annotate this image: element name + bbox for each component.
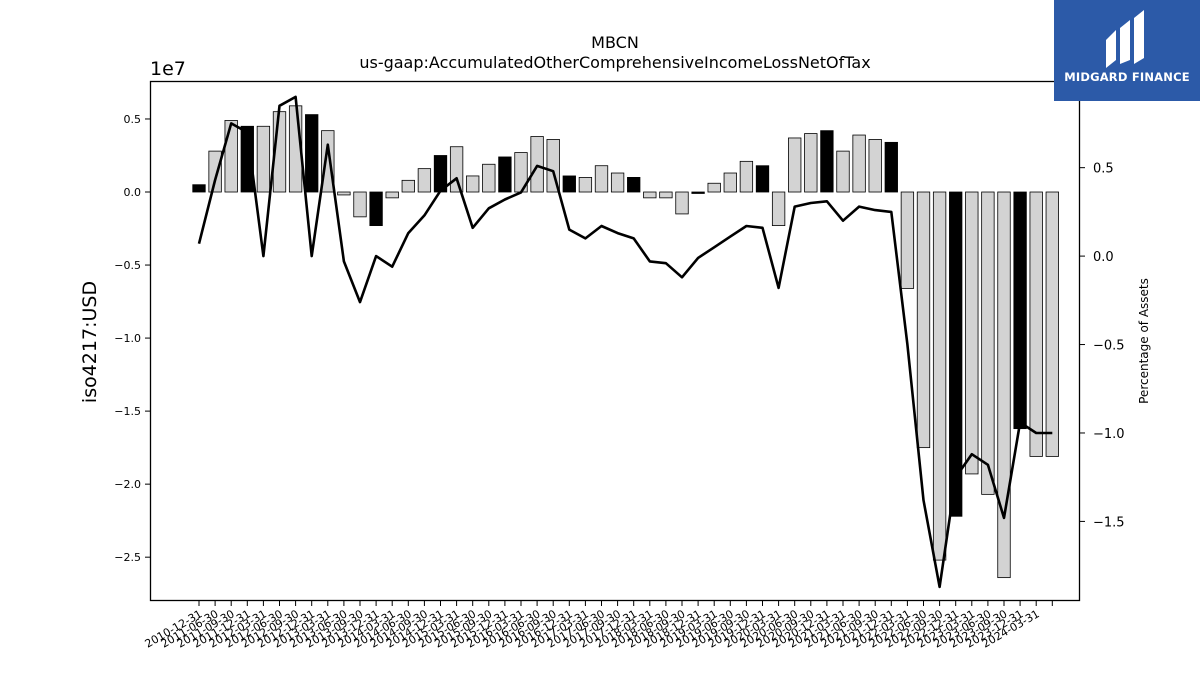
- bar: [578, 177, 593, 193]
- bar: [627, 177, 641, 193]
- bar: [739, 160, 754, 193]
- bar: [337, 191, 351, 196]
- y2-axis: 0.5 0.0 −0.5 −1.0 −1.5: [1080, 162, 1125, 530]
- bar: [208, 150, 222, 193]
- y2-tick-label: −1.0: [1093, 427, 1125, 442]
- watermark-logo: MIDGARD FINANCE: [1054, 0, 1200, 101]
- bar: [868, 139, 882, 193]
- bar: [449, 146, 464, 193]
- bar: [482, 163, 496, 193]
- bar: [932, 191, 947, 561]
- bar: [401, 179, 415, 193]
- logo-mark-icon: [1106, 10, 1144, 68]
- bar: [256, 125, 271, 193]
- y-axis: 0.5 0.0 −0.5 −1.0 −1.5 −2.0 −2.5: [114, 113, 150, 564]
- bar: [771, 191, 786, 227]
- bar: [369, 191, 383, 227]
- line-series: [197, 95, 1053, 589]
- watermark-brand: MIDGARD FINANCE: [1064, 70, 1190, 84]
- bar: [949, 191, 963, 517]
- bar: [788, 137, 802, 193]
- chart-title: MBCN: [591, 33, 639, 52]
- series-line: [197, 95, 1053, 589]
- plot-frame: [149, 80, 1081, 602]
- bar: [981, 191, 995, 495]
- bar: [610, 172, 625, 193]
- bar: [755, 165, 770, 193]
- y-tick-label: −0.5: [114, 259, 141, 272]
- y-tick-label: 0.0: [124, 186, 142, 199]
- y-tick-label: −1.0: [114, 332, 141, 345]
- bar: [1045, 191, 1059, 457]
- bar: [1029, 191, 1043, 457]
- y-axis-label: iso4217:USD: [79, 281, 101, 403]
- bar: [900, 191, 915, 289]
- bar: [385, 191, 399, 199]
- bar: [192, 184, 206, 193]
- bar: [691, 191, 705, 194]
- bar: [659, 191, 673, 199]
- bar: [723, 172, 737, 193]
- bar: [353, 191, 367, 218]
- bar: [562, 175, 576, 193]
- bar: [707, 182, 721, 193]
- y-tick-label: −2.0: [114, 478, 141, 491]
- y-tick-label: 0.5: [124, 113, 142, 126]
- bar: [224, 120, 238, 193]
- y-offset-label: 1e7: [150, 58, 186, 80]
- bar: [530, 136, 544, 193]
- bar: [916, 191, 931, 449]
- bar: [305, 114, 319, 193]
- y2-tick-label: 0.0: [1093, 250, 1114, 265]
- bar: [997, 191, 1011, 579]
- bar: [1013, 191, 1027, 430]
- y-tick-label: −1.5: [114, 405, 141, 418]
- y2-axis-label: Percentage of Assets: [1137, 278, 1151, 404]
- y2-tick-label: −1.5: [1093, 515, 1125, 530]
- bar: [675, 191, 689, 215]
- bar-series: [192, 105, 1059, 579]
- bar: [965, 191, 979, 475]
- bar: [836, 150, 850, 193]
- bar: [594, 165, 609, 193]
- y-tick-label: −2.5: [114, 551, 141, 564]
- bar: [804, 133, 818, 193]
- bar: [498, 156, 512, 193]
- y2-tick-label: 0.5: [1093, 162, 1114, 177]
- bar: [240, 125, 254, 193]
- x-axis: 2010-12-312011-06-302011-09-302011-12-31…: [143, 601, 1053, 651]
- bar: [852, 134, 866, 193]
- bar: [417, 168, 432, 193]
- bar: [466, 175, 480, 193]
- bar: [643, 191, 657, 199]
- bar: [820, 130, 834, 193]
- y2-tick-label: −0.5: [1093, 339, 1125, 354]
- chart-subtitle: us-gaap:AccumulatedOtherComprehensiveInc…: [359, 53, 870, 72]
- bar: [884, 141, 898, 193]
